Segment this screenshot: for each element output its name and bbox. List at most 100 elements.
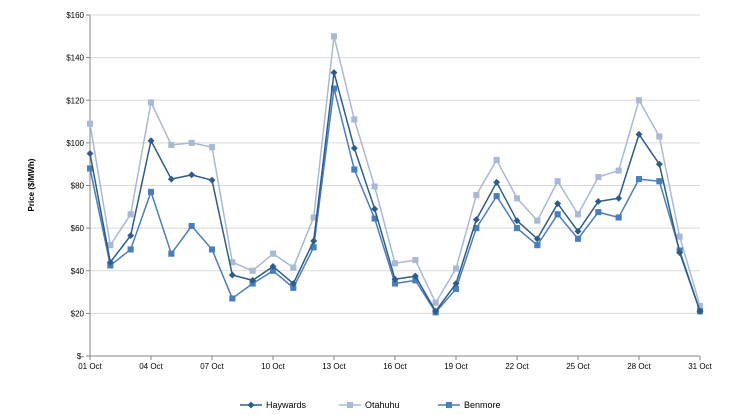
data-point-benmore-3 [127,246,134,253]
data-point-haywards-15 [371,205,379,213]
data-point-haywards-16 [391,275,399,283]
x-tick-label-2: 07 Oct [200,362,224,371]
data-point-benmore-24 [554,211,561,218]
data-point-benmore-29 [656,178,663,185]
data-point-otahuhu-23 [534,217,541,224]
x-tick-label-9: 28 Oct [627,362,651,371]
legend-item-benmore: Benmore [438,400,501,410]
x-tick-label-6: 19 Oct [444,362,468,371]
x-tick-label-0: 01 Oct [78,362,102,371]
data-point-haywards-24 [554,200,562,208]
series-otahuhu [86,33,704,309]
data-point-otahuhu-26 [595,173,602,181]
data-point-otahuhu-7 [208,144,216,151]
data-point-haywards-18 [432,307,440,315]
data-point-haywards-29 [655,160,663,168]
legend-item-otahuhu: Otahuhu [339,400,400,410]
data-point-haywards-17 [411,272,419,280]
data-point-otahuhu-1 [86,120,94,127]
data-point-haywards-14 [350,144,358,152]
data-point-otahuhu-17 [412,257,419,264]
data-point-benmore-28 [635,176,643,183]
legend-label-benmore: Benmore [464,400,501,410]
x-tick-label-4: 13 Oct [322,362,346,371]
data-point-haywards-6 [188,171,196,179]
data-point-benmore-23 [534,242,541,249]
data-point-haywards-13 [330,68,338,77]
data-point-haywards-23 [533,235,541,243]
data-point-otahuhu-9 [249,267,256,274]
legend-label-otahuhu: Otahuhu [365,400,400,410]
y-axis-tick-labels: $- $20 $40 $60 $80 $100 $120 $140 $160 [66,11,84,361]
y-axis-title: Price ($/MWh) [27,158,36,211]
series-haywards [86,68,704,315]
x-tick-label-1: 04 Oct [139,362,163,371]
data-point-benmore-27 [615,214,622,221]
data-point-otahuhu-30 [676,233,683,240]
data-point-otahuhu-24 [554,178,561,185]
legend-marker-haywards [247,401,255,409]
data-point-haywards-22 [513,217,521,225]
data-point-otahuhu-18 [432,299,439,306]
data-point-haywards-10 [269,262,277,271]
y-tick-label-1: $20 [71,309,85,318]
x-tick-label-3: 10 Oct [261,362,285,371]
data-point-otahuhu-22 [513,195,521,202]
data-point-haywards-21 [493,178,501,186]
legend-marker-benmore [445,401,453,409]
data-point-haywards-7 [208,176,216,184]
data-point-haywards-8 [228,271,236,279]
data-point-otahuhu-28 [635,97,643,104]
series-lines [86,33,704,316]
data-point-haywards-20 [472,216,480,224]
y-tick-label-5: $100 [66,139,84,148]
chart-axes [86,14,701,360]
data-point-benmore-25 [574,235,582,242]
data-point-otahuhu-10 [269,250,277,257]
data-point-otahuhu-14 [351,116,358,123]
data-point-benmore-5 [168,250,175,257]
data-point-otahuhu-27 [615,167,622,174]
legend-label-haywards: Haywards [266,400,307,410]
series-line-haywards [89,71,701,312]
data-point-otahuhu-21 [493,156,500,163]
data-point-benmore-26 [595,209,602,216]
x-tick-label-8: 25 Oct [566,362,590,371]
data-point-haywards-19 [452,279,460,288]
data-point-benmore-6 [188,222,195,230]
legend-marker-otahuhu [346,401,354,409]
data-point-otahuhu-25 [574,211,582,218]
data-point-benmore-7 [208,246,216,253]
data-point-otahuhu-13 [330,33,338,40]
y-tick-label-7: $140 [66,54,84,63]
data-point-benmore-22 [513,225,521,232]
data-point-haywards-30 [676,249,684,257]
data-point-otahuhu-5 [168,141,175,149]
data-point-haywards-4 [147,137,155,145]
data-point-otahuhu-3 [127,211,134,218]
data-point-otahuhu-11 [290,264,297,271]
data-point-haywards-12 [310,237,318,245]
data-point-otahuhu-2 [107,242,114,249]
data-point-benmore-4 [147,188,155,195]
data-point-haywards-27 [615,194,623,202]
data-point-benmore-13 [330,85,338,92]
y-tick-label-0: $- [77,352,84,361]
data-point-haywards-31 [696,307,704,315]
data-point-benmore-21 [493,193,500,200]
data-point-haywards-26 [594,197,602,206]
x-axis-tick-labels: 01 Oct 04 Oct 07 Oct 10 Oct 13 Oct 16 Oct 19 O… [78,362,712,371]
data-point-haywards-9 [249,276,257,284]
data-point-otahuhu-4 [147,99,155,106]
data-point-otahuhu-6 [188,139,195,146]
x-tick-label-5: 16 Oct [383,362,407,371]
horizontal-gridlines [90,14,700,314]
y-tick-label-6: $120 [66,96,84,105]
data-point-otahuhu-20 [473,192,480,199]
legend: Haywards Otahuhu Benmore [240,400,501,410]
data-point-benmore-8 [229,295,236,302]
x-tick-label-7: 22 Oct [505,362,529,371]
data-point-haywards-3 [127,232,135,240]
data-point-haywards-2 [106,258,114,266]
